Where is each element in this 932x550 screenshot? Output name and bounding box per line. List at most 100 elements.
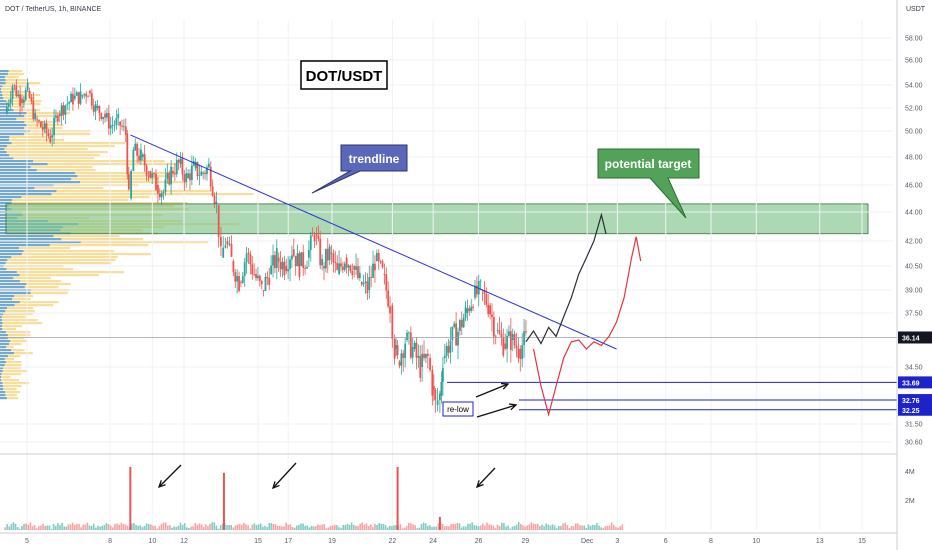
candle-body xyxy=(317,235,320,239)
candle-body xyxy=(236,276,239,282)
profile-bar xyxy=(0,241,208,244)
candle-body xyxy=(106,112,108,118)
y-tick-label: 52.00 xyxy=(905,106,923,113)
profile-bar-up xyxy=(0,394,6,397)
profile-bar-up xyxy=(0,169,37,172)
candle-body xyxy=(417,355,420,358)
price-tag xyxy=(898,394,932,407)
profile-bar xyxy=(0,373,22,376)
volume-bar xyxy=(190,526,192,530)
candle-body xyxy=(279,261,282,270)
profile-bar xyxy=(0,88,17,91)
candle-body xyxy=(409,332,412,358)
volume-bar xyxy=(65,526,68,530)
candle-body xyxy=(272,255,274,266)
volume-spike xyxy=(222,472,225,530)
profile-bar-up xyxy=(0,352,15,355)
candle-body xyxy=(451,326,454,340)
volume-bar xyxy=(610,522,613,530)
candle-body xyxy=(275,248,278,269)
profile-bar-up xyxy=(0,319,2,322)
profile-bar xyxy=(0,259,116,262)
x-tick-label: 6 xyxy=(664,538,668,545)
volume-bar xyxy=(486,522,488,530)
profile-bar xyxy=(0,151,108,154)
volume-bar xyxy=(594,525,596,530)
volume-profile xyxy=(0,70,254,400)
candle-body xyxy=(442,368,444,383)
candle-body xyxy=(156,185,159,194)
volume-bar xyxy=(169,525,171,530)
volume-bar xyxy=(171,527,173,530)
candle-body xyxy=(175,160,178,175)
volume-bar xyxy=(321,524,323,530)
candle-body xyxy=(353,266,356,270)
profile-bar-up xyxy=(0,322,3,325)
volume-bar xyxy=(238,523,241,530)
candle-body xyxy=(404,343,407,358)
volume-bar xyxy=(465,526,467,530)
volume-bar xyxy=(61,522,63,530)
volume-bar xyxy=(365,523,368,530)
profile-bar-up xyxy=(0,82,6,85)
x-tick-label: 29 xyxy=(521,538,529,545)
volume-bar xyxy=(154,525,156,530)
profile-bar xyxy=(0,277,51,280)
volume-bar xyxy=(131,523,133,530)
profile-bar xyxy=(0,181,188,184)
trendline xyxy=(130,134,617,350)
volume-bar xyxy=(560,525,562,530)
volume-bar xyxy=(496,524,499,530)
volume-bar xyxy=(27,524,30,530)
candle-body xyxy=(411,347,414,358)
candle-body xyxy=(115,118,118,125)
volume-bar xyxy=(613,525,615,530)
profile-bar xyxy=(0,250,115,253)
volume-bar xyxy=(505,526,507,530)
volume-bar xyxy=(427,525,429,530)
profile-bar-up xyxy=(0,178,72,181)
candle-body xyxy=(13,85,16,86)
candle-body xyxy=(368,277,371,290)
profile-bar-up xyxy=(0,142,12,145)
candle-body xyxy=(160,192,163,198)
candle-body xyxy=(415,342,418,358)
profile-bar-up xyxy=(0,253,22,256)
candle-body xyxy=(43,123,46,129)
volume-bar xyxy=(435,526,438,530)
candle-body xyxy=(519,349,522,359)
volume-bar xyxy=(420,524,423,530)
profile-bar-up xyxy=(0,103,9,106)
profile-bar-up xyxy=(0,277,14,280)
currency-label: USDT xyxy=(906,6,926,13)
candle-body xyxy=(406,332,408,340)
y-tick-label: 40.50 xyxy=(905,264,923,271)
projection-black xyxy=(525,212,607,345)
volume-bar xyxy=(424,523,427,530)
candle-body xyxy=(228,243,231,245)
volume-bar xyxy=(221,523,224,530)
volume-bar xyxy=(213,522,216,530)
volume-bar xyxy=(164,522,167,530)
volume-bar xyxy=(249,528,252,530)
candle-body xyxy=(432,386,435,390)
volume-bar xyxy=(175,526,178,530)
candle-body xyxy=(285,266,288,272)
volume-bar xyxy=(587,524,590,530)
profile-bar-up xyxy=(0,187,35,190)
candle-body xyxy=(458,320,461,331)
candle-body xyxy=(126,133,129,175)
volume-bar xyxy=(467,523,469,530)
volume-bar xyxy=(344,524,347,530)
volume-bar xyxy=(515,524,518,530)
volume-bar xyxy=(105,523,108,530)
profile-bar-up xyxy=(0,136,10,139)
volume-bar xyxy=(67,524,70,530)
volume-bar xyxy=(606,525,609,530)
volume-bar xyxy=(236,524,239,530)
y-tick-label: 46.00 xyxy=(905,183,923,190)
candle-body xyxy=(500,333,503,338)
profile-bar-up xyxy=(0,148,5,151)
candle-body xyxy=(374,263,376,271)
